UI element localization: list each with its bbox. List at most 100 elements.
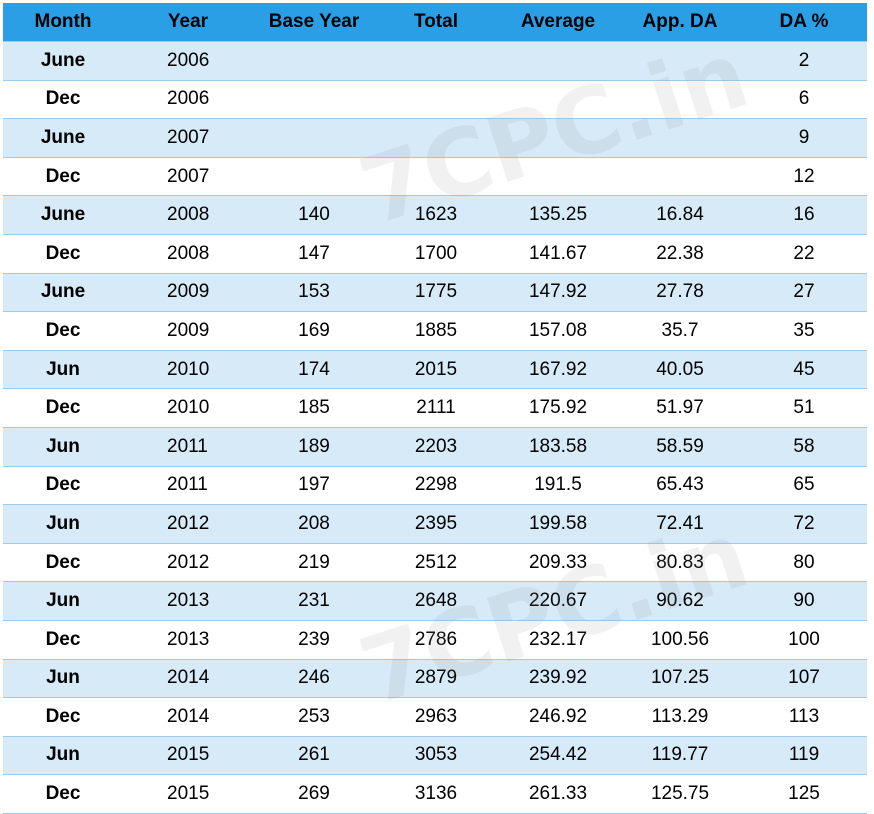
cell-average: 246.92 [497,697,619,737]
cell-app-da: 65.43 [619,465,741,505]
cell-average: 183.58 [497,426,619,467]
table-row: Jun 2010 174 2015 167.92 40.05 45 [3,349,867,389]
cell-average: 209.33 [497,542,619,582]
cell-month: June [3,195,123,235]
cell-total: 2298 [375,465,497,505]
cell-total: 2879 [375,658,497,698]
cell-average: 199.58 [497,504,619,544]
cell-base-year: 169 [253,311,375,351]
cell-month: Dec [3,542,123,582]
table-row: Jun 2012 208 2395 199.58 72.41 72 [3,504,867,544]
table-body: June 2006 2 Dec 2006 6 June 2007 9 Dec 2007 12 June 2… [3,41,867,814]
cell-average [497,79,619,119]
table-row: Dec 2014 253 2963 246.92 113.29 113 [3,697,867,737]
cell-da-percent: 2 [741,41,867,81]
cell-total: 2963 [375,697,497,737]
cell-base-year: 269 [253,774,375,814]
cell-da-percent: 6 [741,79,867,119]
cell-year: 2013 [123,619,253,659]
cell-month: Dec [3,697,123,737]
cell-app-da: 58.59 [619,426,741,467]
cell-total: 2648 [375,581,497,621]
cell-base-year: 174 [253,349,375,389]
cell-base-year: 231 [253,581,375,621]
cell-year: 2008 [123,233,253,274]
cell-year: 2012 [123,542,253,582]
cell-year: 2006 [123,79,253,119]
cell-average [497,156,619,196]
cell-month: Dec [3,311,123,351]
cell-da-percent: 107 [741,658,867,698]
header-month: Month [3,3,123,42]
table-row: Dec 2012 219 2512 209.33 80.83 80 [3,542,867,582]
cell-year: 2015 [123,774,253,814]
cell-month: Dec [3,79,123,119]
cell-month: Jun [3,658,123,698]
cell-app-da: 35.7 [619,311,741,351]
cell-app-da [619,79,741,119]
table-row: Dec 2008 147 1700 141.67 22.38 22 [3,233,867,274]
cell-average: 135.25 [497,195,619,235]
cell-average [497,118,619,158]
header-base-year: Base Year [253,3,375,42]
table-row: Jun 2013 231 2648 220.67 90.62 90 [3,581,867,621]
cell-base-year: 197 [253,465,375,505]
table-row: June 2006 2 [3,41,867,81]
cell-base-year: 153 [253,272,375,312]
table-row: Dec 2007 12 [3,156,867,196]
cell-total: 1700 [375,233,497,274]
cell-total [375,156,497,196]
cell-base-year: 219 [253,542,375,582]
cell-base-year: 261 [253,735,375,775]
cell-average: 261.33 [497,774,619,814]
cell-app-da [619,118,741,158]
table-row: Dec 2006 6 [3,79,867,119]
cell-year: 2010 [123,349,253,389]
cell-da-percent: 45 [741,349,867,389]
cell-total: 3136 [375,774,497,814]
cell-month: Jun [3,504,123,544]
cell-da-percent: 113 [741,697,867,737]
cell-da-percent: 72 [741,504,867,544]
cell-average [497,41,619,81]
cell-da-percent: 100 [741,619,867,659]
cell-total [375,41,497,81]
header-da-percent: DA % [741,3,867,42]
cell-total: 2203 [375,426,497,467]
cell-da-percent: 9 [741,118,867,158]
cell-year: 2007 [123,156,253,196]
cell-month: Dec [3,774,123,814]
cell-average: 167.92 [497,349,619,389]
cell-app-da: 22.38 [619,233,741,274]
cell-app-da: 119.77 [619,735,741,775]
cell-base-year: 253 [253,697,375,737]
cell-year: 2009 [123,272,253,312]
cell-average: 191.5 [497,465,619,505]
cell-average: 239.92 [497,658,619,698]
cell-app-da: 80.83 [619,542,741,582]
cell-app-da [619,156,741,196]
cell-average: 254.42 [497,735,619,775]
cell-app-da: 27.78 [619,272,741,312]
cell-base-year [253,79,375,119]
header-average: Average [497,3,619,42]
cell-year: 2008 [123,195,253,235]
cell-month: June [3,272,123,312]
cell-year: 2011 [123,465,253,505]
cell-app-da: 40.05 [619,349,741,389]
cell-total: 2015 [375,349,497,389]
cell-base-year [253,156,375,196]
cell-year: 2006 [123,41,253,81]
cell-base-year: 239 [253,619,375,659]
table-row: Jun 2011 189 2203 183.58 58.59 58 [3,426,867,467]
cell-da-percent: 27 [741,272,867,312]
cell-total: 1623 [375,195,497,235]
cell-app-da: 90.62 [619,581,741,621]
cell-app-da: 125.75 [619,774,741,814]
cell-month: Jun [3,426,123,467]
cell-app-da: 107.25 [619,658,741,698]
cell-da-percent: 12 [741,156,867,196]
cell-average: 141.67 [497,233,619,274]
cell-year: 2014 [123,658,253,698]
cell-month: Dec [3,156,123,196]
